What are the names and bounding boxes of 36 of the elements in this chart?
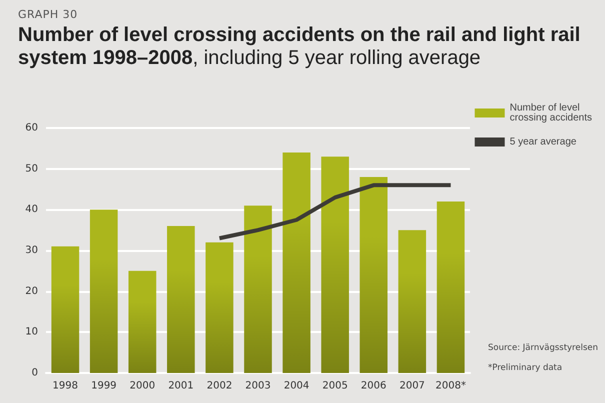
chart-subtitle: GRAPH 30 — [18, 8, 78, 21]
x-tick-label: 2005 — [322, 380, 348, 392]
y-tick-label: 20 — [25, 286, 38, 297]
y-tick-label: 10 — [25, 326, 38, 338]
x-tick-label: 2001 — [168, 380, 194, 392]
text: *Preliminary data — [488, 363, 562, 373]
bar — [90, 210, 118, 373]
x-tick-label: 2003 — [245, 380, 271, 392]
bar — [244, 206, 272, 373]
y-tick-label: 30 — [25, 245, 38, 256]
y-tick-label: 0 — [32, 368, 38, 378]
bar — [51, 246, 80, 373]
bar — [167, 226, 195, 373]
bar — [128, 270, 156, 373]
y-tick-label: 50 — [25, 163, 38, 174]
bar — [206, 242, 234, 373]
x-tick-label: 2000 — [130, 380, 156, 392]
bar — [436, 202, 465, 373]
line-series — [217, 183, 453, 240]
x-tick-label: 2006 — [360, 380, 386, 392]
source-note: Source: Järnvägsstyrelsen — [488, 343, 598, 353]
legend-label: Number of level crossing accidents — [510, 102, 592, 124]
x-tick-label: 2008* — [436, 380, 466, 392]
y-tick-label: 60 — [25, 122, 38, 134]
chart-title: Number of level crossing accidents on the rail and light rail system 1998–2008, including 5 year rolling average — [18, 24, 582, 70]
y-tick-label: 40 — [25, 204, 38, 216]
bar — [398, 230, 426, 373]
x-tick-label: 1999 — [91, 380, 117, 392]
x-tick-label: 2004 — [284, 380, 310, 392]
x-tick-label: 1998 — [52, 380, 78, 392]
x-tick-label: 2007 — [399, 380, 425, 392]
bar — [282, 152, 310, 373]
x-tick-label: 2002 — [206, 380, 232, 392]
bar — [360, 177, 388, 373]
legend-label: 5 year average — [510, 136, 577, 148]
bar — [321, 156, 349, 373]
